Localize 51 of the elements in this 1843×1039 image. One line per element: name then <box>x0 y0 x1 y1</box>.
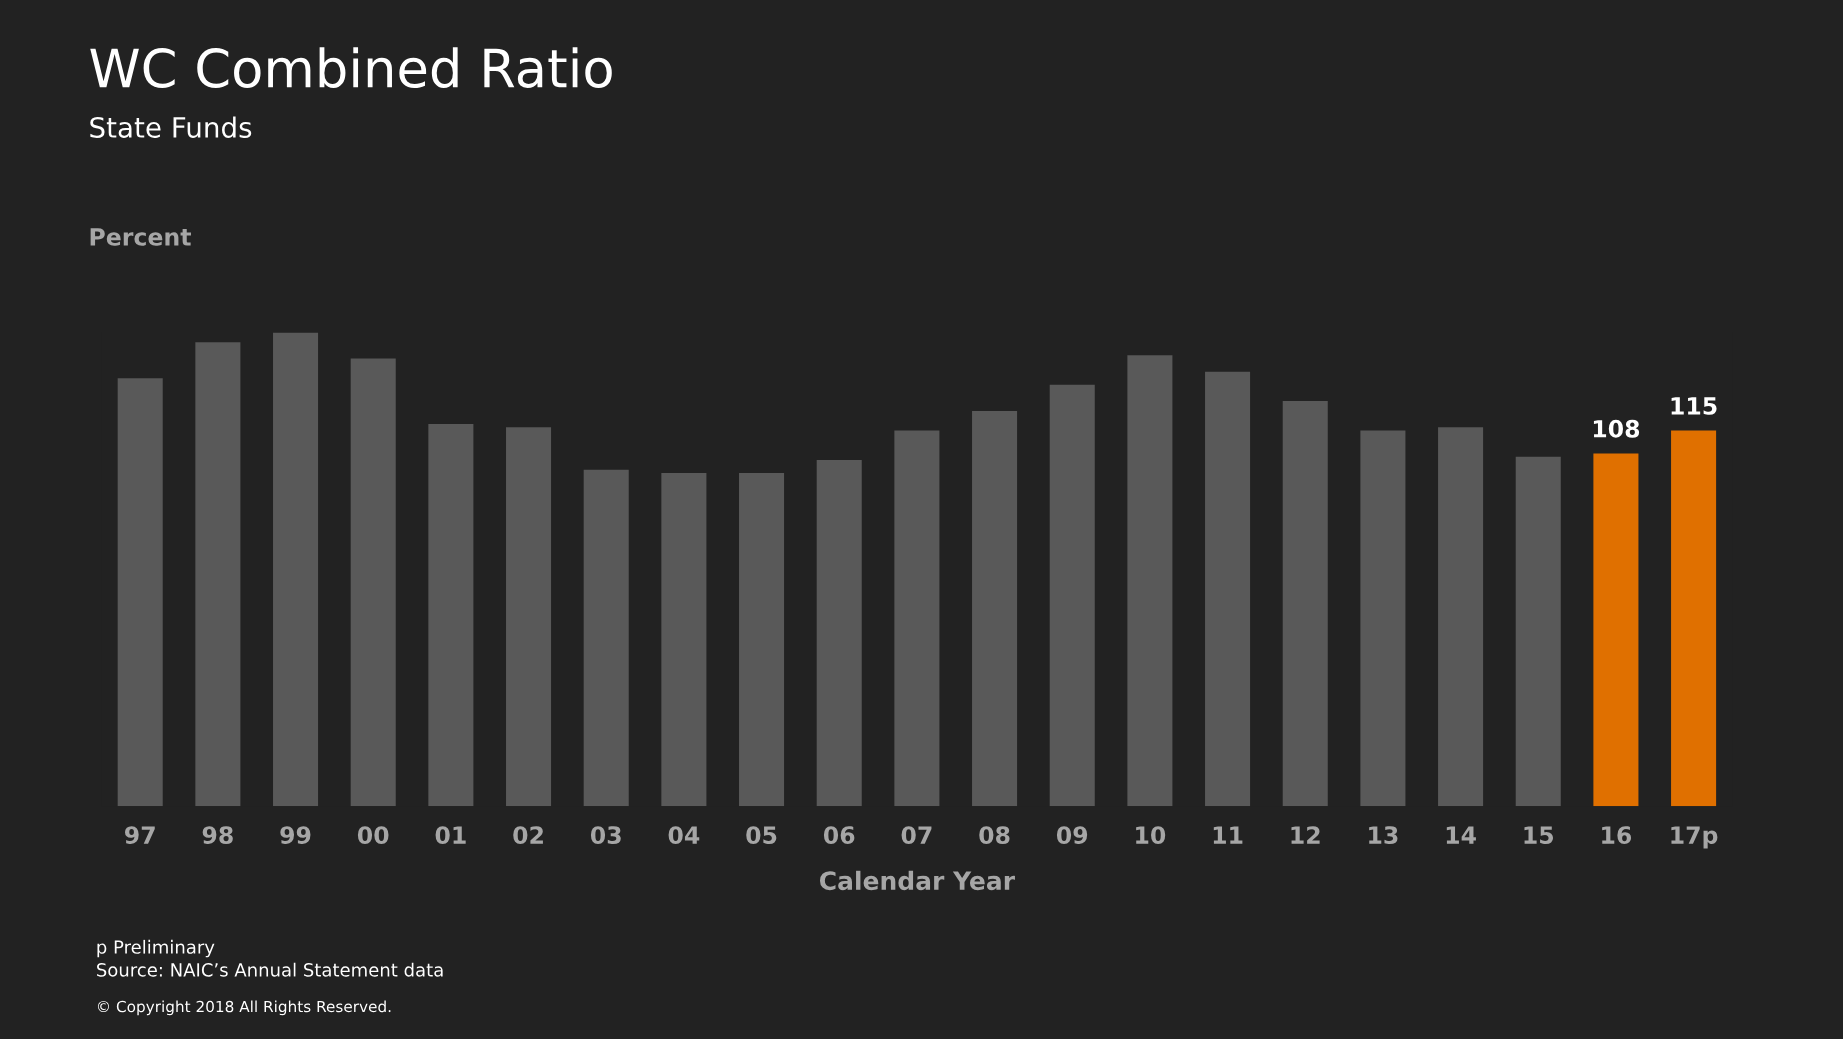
x-tick-label: 00 <box>357 826 389 844</box>
x-tick-label: 98 <box>202 826 233 844</box>
bar <box>117 378 163 807</box>
bar <box>428 423 474 807</box>
x-tick-label: 06 <box>823 826 855 844</box>
bar <box>661 472 707 807</box>
x-axis-title: Calendar Year <box>819 870 1015 891</box>
bar <box>195 342 241 807</box>
x-tick-label: 01 <box>435 826 466 844</box>
x-tick-label: 15 <box>1524 826 1554 844</box>
bar <box>1205 371 1251 807</box>
bar <box>1360 430 1406 807</box>
bar <box>506 427 552 807</box>
source-note: Source: NAIC’s Annual Statement data <box>97 962 443 977</box>
text: p Preliminary <box>97 939 215 958</box>
chart-title: WC Combined Ratio <box>90 47 612 89</box>
bar <box>583 469 629 807</box>
data-label: 108 <box>1593 419 1640 438</box>
bar <box>1127 355 1173 807</box>
x-tick-label: 11 <box>1213 826 1243 844</box>
x-tick-label: 10 <box>1136 826 1166 844</box>
bar <box>1049 384 1095 807</box>
x-tick-label: 04 <box>668 826 700 844</box>
bar <box>894 430 940 807</box>
x-tick-label: 16 <box>1602 826 1632 844</box>
x-tick-label: 12 <box>1291 826 1320 844</box>
bar <box>273 332 319 807</box>
bar <box>1282 401 1328 807</box>
x-tick-label: 97 <box>124 826 155 844</box>
bar <box>350 358 396 807</box>
bar <box>816 459 862 807</box>
bar <box>1593 453 1639 807</box>
x-tick-label: 17p <box>1671 826 1718 849</box>
bar <box>1671 430 1717 807</box>
data-label: 115 <box>1671 397 1717 415</box>
bar <box>972 410 1018 807</box>
bar <box>1515 456 1561 807</box>
chart-subtitle: State Funds <box>90 116 252 138</box>
bar <box>739 472 785 807</box>
x-tick-label: 13 <box>1369 826 1398 844</box>
x-tick-label: 05 <box>746 826 777 844</box>
x-tick-label: 02 <box>513 826 543 844</box>
x-tick-label: 03 <box>590 826 621 844</box>
x-tick-label: 08 <box>979 826 1010 844</box>
bar <box>1438 427 1484 807</box>
x-tick-label: 09 <box>1056 826 1088 844</box>
text: © Copyright 2018 All Rights Reserved. <box>97 1000 391 1016</box>
x-tick-label: 07 <box>901 826 932 844</box>
y-axis-title: Percent <box>90 228 191 246</box>
x-tick-label: 14 <box>1446 826 1476 844</box>
x-tick-label: 99 <box>280 826 311 844</box>
